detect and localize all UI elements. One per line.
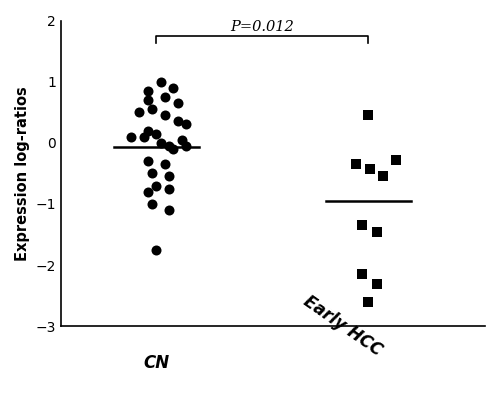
Point: [182, 143, 190, 149]
Point: [364, 112, 372, 119]
Point: [358, 222, 366, 228]
Point: [152, 131, 160, 137]
Point: [373, 280, 381, 287]
Text: Early HCC: Early HCC: [300, 292, 386, 359]
Point: [366, 165, 374, 172]
Point: [170, 146, 177, 152]
Point: [174, 118, 182, 125]
Point: [364, 299, 372, 305]
Point: [144, 158, 152, 164]
Point: [156, 78, 164, 85]
Point: [379, 173, 387, 180]
Point: [144, 88, 152, 94]
Point: [174, 100, 182, 106]
Point: [161, 161, 169, 168]
Point: [165, 173, 173, 180]
Point: [152, 182, 160, 189]
Point: [144, 97, 152, 103]
Point: [144, 188, 152, 195]
Point: [165, 207, 173, 213]
Point: [178, 137, 186, 143]
Text: P=0.012: P=0.012: [230, 20, 294, 34]
Point: [136, 109, 143, 115]
Point: [392, 157, 400, 163]
Point: [144, 127, 152, 134]
Point: [373, 228, 381, 235]
Point: [148, 201, 156, 207]
Point: [165, 143, 173, 149]
Point: [152, 246, 160, 253]
Point: [140, 133, 147, 140]
Point: [352, 161, 360, 168]
Point: [358, 271, 366, 277]
Point: [170, 84, 177, 91]
Point: [165, 186, 173, 192]
Point: [148, 170, 156, 177]
Point: [161, 94, 169, 100]
Point: [161, 112, 169, 119]
Text: CN: CN: [144, 354, 170, 372]
Point: [156, 140, 164, 146]
Y-axis label: Expression log-ratios: Expression log-ratios: [15, 86, 30, 261]
Point: [148, 106, 156, 113]
Point: [127, 133, 135, 140]
Point: [182, 121, 190, 128]
